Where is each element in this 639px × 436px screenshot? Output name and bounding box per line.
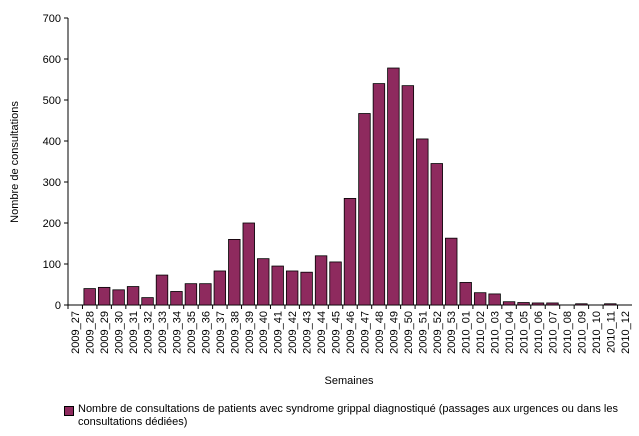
bar [372, 83, 386, 306]
y-tick-label: 400 [43, 136, 61, 148]
bar [430, 163, 443, 306]
bar [604, 303, 617, 306]
x-tick-label: 2010_07 [547, 311, 559, 354]
x-tick-label: 2009_44 [316, 311, 328, 354]
x-tick-label: 2009_52 [432, 311, 444, 354]
x-tick-label: 2009_29 [99, 311, 111, 354]
bar [488, 293, 501, 306]
x-tick-label: 2010_03 [490, 311, 502, 354]
x-tick-label: 2010_04 [504, 311, 516, 354]
x-tick-label: 2010_11 [605, 311, 617, 353]
bar [343, 197, 357, 306]
bar [502, 301, 516, 306]
y-tick-label: 500 [43, 95, 61, 107]
x-tick-label: 2010_05 [519, 311, 531, 354]
y-tick-label: 200 [43, 218, 61, 230]
bar [459, 282, 472, 306]
x-tick-label: 2009_46 [345, 311, 357, 354]
bar [300, 271, 313, 306]
x-tick-label: 2009_27 [70, 311, 82, 354]
bar [228, 238, 241, 306]
bar [126, 286, 140, 306]
bar [213, 270, 227, 306]
x-tick-label: 2009_30 [114, 311, 126, 354]
x-tick-label: 2009_41 [273, 311, 285, 354]
legend: Nombre de consultations de patients avec… [64, 403, 636, 429]
y-tick-label: 600 [43, 54, 61, 66]
bar [416, 138, 429, 306]
x-tick-label: 2009_48 [374, 311, 386, 354]
bar [112, 289, 125, 306]
x-tick-label: 2010_01 [461, 311, 473, 354]
x-tick-label: 2009_38 [229, 311, 241, 354]
x-tick-label: 2009_36 [200, 311, 212, 354]
bar [242, 222, 255, 306]
x-tick-label: 2009_31 [128, 311, 140, 354]
y-tick-label: 300 [43, 177, 61, 189]
bar [257, 258, 270, 306]
bar [329, 261, 342, 306]
x-tick-label: 2009_45 [331, 311, 343, 354]
x-tick-label: 2009_49 [388, 311, 400, 354]
bar [575, 303, 588, 306]
x-tick-label: 2009_39 [244, 311, 256, 354]
bar [445, 237, 458, 306]
bar [387, 67, 400, 306]
bar [531, 302, 545, 306]
bar [199, 283, 212, 306]
bar [285, 270, 299, 306]
x-tick-label: 2009_50 [403, 311, 415, 354]
x-tick-label: 2009_53 [446, 311, 458, 354]
bar [83, 288, 96, 306]
x-tick-label: 2009_47 [359, 311, 371, 354]
bar [170, 291, 183, 306]
x-tick-label: 2010_06 [533, 311, 545, 354]
bar [271, 265, 284, 306]
x-tick-label: 2009_42 [287, 311, 299, 354]
bar [473, 292, 487, 306]
bar [141, 297, 154, 306]
x-tick-label: 2010_09 [576, 311, 588, 354]
x-tick-label: 2009_51 [417, 311, 429, 354]
bar [314, 255, 328, 306]
y-axis-title: Nombre de consultations [9, 101, 21, 223]
x-tick-label: 2009_32 [143, 311, 155, 354]
x-tick-label: 2009_28 [85, 311, 97, 354]
x-tick-label: 2010_10 [591, 311, 603, 354]
x-tick-label: 2009_34 [171, 311, 183, 354]
x-axis-title: Semaines [325, 375, 374, 387]
y-tick-label: 100 [43, 259, 61, 271]
x-tick-label: 2009_40 [258, 311, 270, 354]
x-tick-label: 2009_35 [186, 311, 198, 354]
x-tick-label: 2009_33 [157, 311, 169, 354]
bar [184, 283, 198, 306]
bar [401, 85, 415, 306]
bar [546, 302, 559, 306]
bar [517, 302, 530, 306]
bar [155, 274, 169, 306]
x-tick-label: 2010_08 [562, 311, 574, 354]
chart: Nombre de consultations Semaines 0 100 200… [9, 13, 632, 387]
y-tick-label: 700 [43, 13, 61, 25]
legend-label: Nombre de consultations de patients avec… [78, 403, 618, 428]
y-tick-label: 0 [55, 300, 61, 312]
x-tick-label: 2010_02 [475, 311, 487, 354]
x-tick-label: 2010_12 [620, 311, 632, 354]
x-tick-label: 2009_43 [302, 311, 314, 354]
x-tick-label: 2009_37 [215, 311, 227, 354]
bar [97, 286, 111, 306]
legend-swatch [64, 406, 74, 416]
bar [358, 113, 371, 306]
